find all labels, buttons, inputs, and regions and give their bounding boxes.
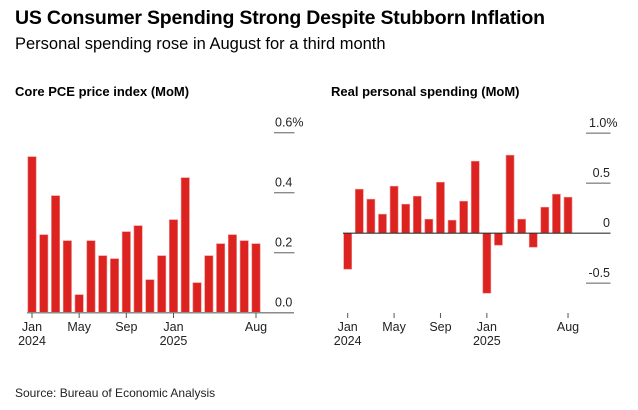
y-tick-label: 0.5 (593, 166, 610, 180)
bar (540, 206, 550, 234)
bar (343, 232, 353, 270)
chart-subtitle: Personal spending rose in August for a t… (15, 35, 386, 53)
y-tick-label: 0.0 (275, 296, 292, 310)
bar (389, 185, 399, 234)
x-tick-label: Jan (338, 320, 358, 334)
x-tick-label: Aug (245, 320, 267, 334)
bar (436, 181, 445, 234)
y-tick-label: 0.4 (275, 176, 292, 190)
x-tick-label: Sep (115, 320, 137, 334)
bar (412, 195, 422, 234)
y-tick-label: 0.2 (275, 236, 292, 250)
y-tick-label: 0 (603, 216, 610, 230)
chart-main-title: US Consumer Spending Strong Despite Stub… (15, 7, 545, 29)
x-tick-year-label: 2025 (473, 334, 501, 348)
x-tick-year-label: 2025 (160, 334, 188, 348)
source-note: Source: Bureau of Economic Analysis (15, 386, 216, 400)
real-spending-chart-title: Real personal spending (MoM) (331, 84, 520, 99)
bar (447, 219, 457, 234)
bar (563, 196, 573, 234)
x-tick-label: Sep (429, 320, 451, 334)
bar (517, 218, 526, 234)
bar (470, 160, 480, 234)
y-tick-label: -0.5 (588, 266, 610, 280)
x-tick-label: Aug (557, 320, 579, 334)
x-tick-year-label: 2024 (18, 334, 46, 348)
core-pce-chart-title: Core PCE price index (MoM) (15, 84, 190, 99)
bar (505, 154, 515, 234)
bar (482, 232, 492, 294)
bar (424, 218, 434, 234)
bar (354, 188, 364, 234)
bar (528, 232, 538, 248)
y-tick-label: 1.0% (589, 116, 618, 130)
bar (378, 213, 387, 234)
bar (401, 203, 410, 234)
x-tick-label: Jan (163, 320, 183, 334)
bar (366, 198, 376, 234)
x-tick-label: May (67, 320, 91, 334)
x-tick-label: Jan (477, 320, 497, 334)
bar (494, 232, 503, 246)
x-tick-label: May (382, 320, 406, 334)
y-tick-label: 0.6% (275, 116, 304, 130)
x-tick-label: Jan (22, 320, 42, 334)
x-tick-year-label: 2024 (334, 334, 362, 348)
bar (552, 193, 561, 234)
bar (459, 200, 468, 234)
